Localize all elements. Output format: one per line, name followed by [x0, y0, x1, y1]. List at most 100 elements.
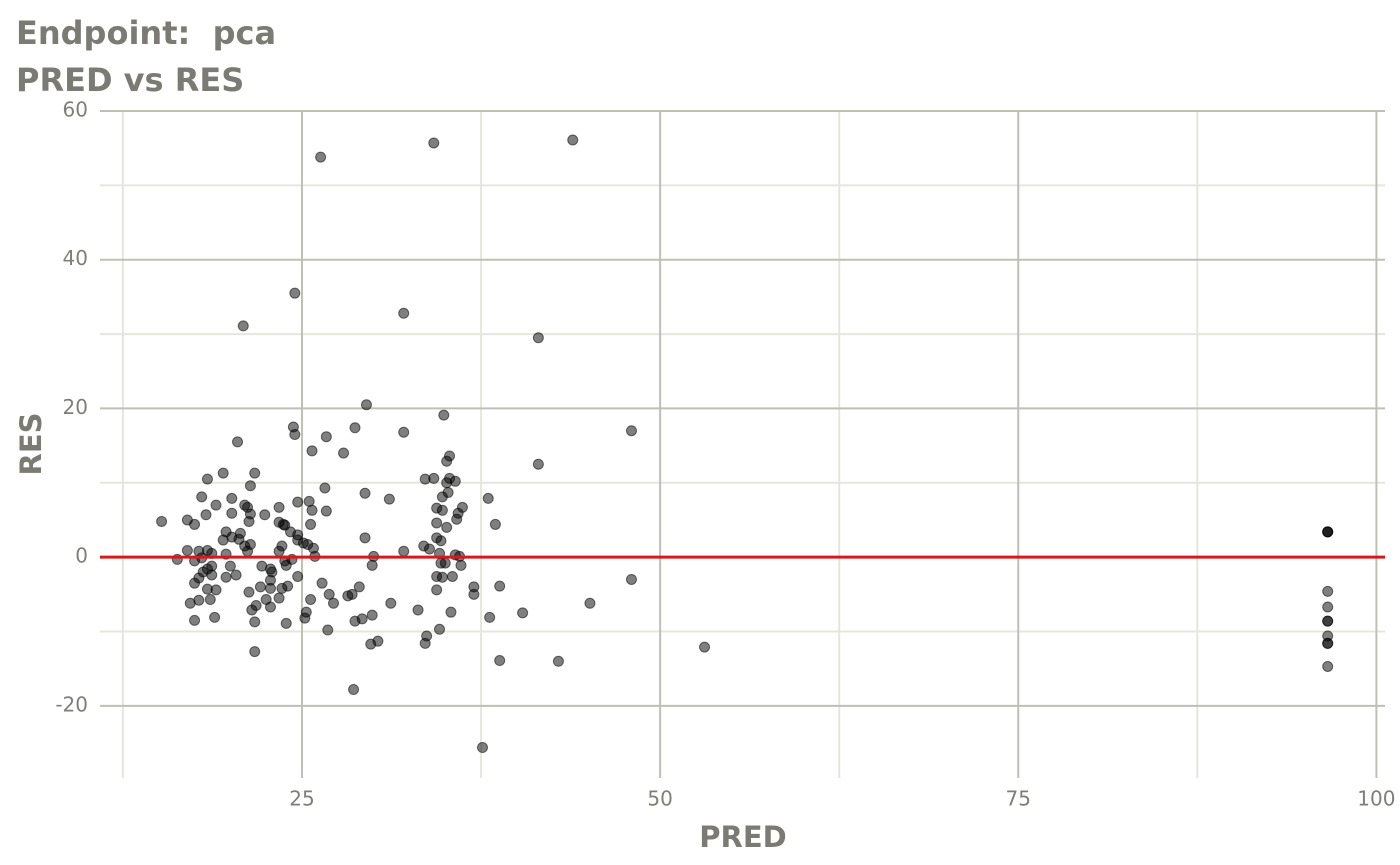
point — [359, 487, 371, 499]
chart-title: Endpoint: pca — [16, 14, 276, 52]
point — [196, 491, 208, 503]
point — [489, 518, 501, 530]
point — [431, 517, 443, 529]
point — [1322, 615, 1334, 627]
point — [428, 472, 440, 484]
point — [320, 431, 332, 443]
point — [204, 594, 216, 606]
point — [184, 597, 196, 609]
point — [210, 499, 222, 511]
point — [189, 518, 201, 530]
point — [328, 597, 340, 609]
point — [385, 597, 397, 609]
point — [356, 613, 368, 625]
x-tick-label: 100 — [1357, 787, 1395, 811]
point — [436, 571, 448, 583]
point — [360, 399, 372, 411]
point — [446, 570, 458, 582]
point — [359, 532, 371, 544]
point — [289, 287, 301, 299]
point — [232, 436, 244, 448]
point — [423, 543, 435, 555]
point — [412, 604, 424, 616]
point — [156, 515, 168, 527]
point — [532, 332, 544, 344]
point — [431, 584, 443, 596]
point — [468, 588, 480, 600]
point — [494, 580, 506, 592]
point — [292, 496, 304, 508]
x-tick-label: 75 — [1006, 787, 1031, 811]
point — [217, 467, 229, 479]
point — [419, 637, 431, 649]
point — [244, 480, 256, 492]
point — [243, 515, 255, 527]
y-tick-label: 40 — [63, 246, 88, 270]
point — [189, 577, 201, 589]
point — [220, 571, 232, 583]
point — [242, 545, 254, 557]
point — [237, 320, 249, 332]
point — [342, 590, 354, 602]
point — [1322, 526, 1334, 538]
point — [699, 641, 711, 653]
point — [383, 493, 395, 505]
point — [552, 655, 564, 667]
point — [625, 425, 637, 437]
point — [280, 617, 292, 629]
point — [517, 607, 529, 619]
point — [264, 582, 276, 594]
y-tick-label: 60 — [63, 98, 88, 122]
point — [435, 535, 447, 547]
point — [230, 569, 242, 581]
point — [366, 609, 378, 621]
point — [276, 582, 288, 594]
chart-subtitle: PRED vs RES — [16, 61, 244, 99]
point — [206, 569, 218, 581]
point — [319, 482, 331, 494]
point — [320, 505, 332, 517]
point — [292, 570, 304, 582]
point — [243, 586, 255, 598]
y-axis-label: RES — [14, 412, 48, 475]
y-tick-label: 0 — [75, 544, 88, 568]
point — [299, 612, 311, 624]
y-tick-label: -20 — [55, 692, 88, 716]
point — [494, 655, 506, 667]
point — [259, 509, 271, 521]
point — [289, 428, 301, 440]
point — [436, 504, 448, 516]
point — [273, 501, 285, 513]
point — [273, 592, 285, 604]
point — [200, 509, 212, 521]
point — [217, 534, 229, 546]
point — [264, 601, 276, 613]
point — [338, 447, 350, 459]
point — [398, 545, 410, 557]
point — [348, 684, 360, 696]
point — [445, 606, 457, 618]
point — [249, 646, 261, 658]
point — [210, 584, 222, 596]
x-tick-label: 50 — [647, 787, 672, 811]
point — [315, 151, 327, 163]
point — [532, 458, 544, 470]
point — [353, 581, 365, 593]
point — [1322, 637, 1334, 649]
point — [305, 594, 317, 606]
point — [189, 614, 201, 626]
point — [584, 597, 596, 609]
point — [365, 638, 377, 650]
point — [436, 491, 448, 503]
point — [482, 492, 494, 504]
point — [226, 507, 238, 519]
point — [441, 455, 453, 467]
point — [366, 559, 378, 571]
point — [273, 545, 285, 557]
point — [1322, 601, 1334, 613]
point — [249, 467, 261, 479]
point — [316, 577, 328, 589]
point — [625, 573, 637, 585]
point — [434, 623, 446, 635]
